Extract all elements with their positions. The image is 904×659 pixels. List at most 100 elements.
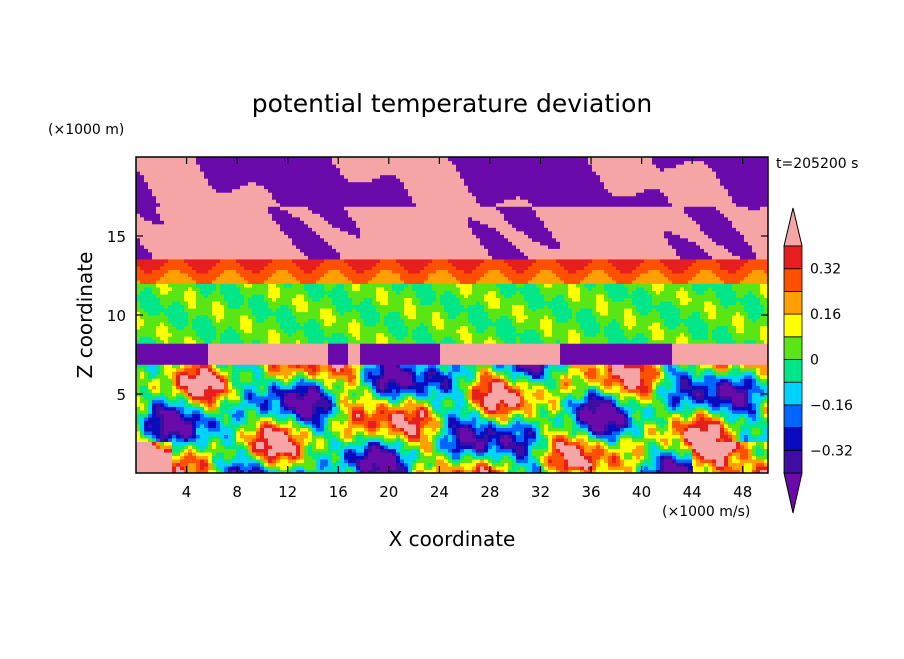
field-cell (504, 423, 509, 428)
field-cell (320, 420, 325, 425)
field-cell (468, 465, 473, 471)
field-cell (264, 360, 269, 365)
field-cell (544, 441, 549, 446)
field-cell (348, 423, 353, 428)
field-cell (512, 406, 517, 411)
field-cell (668, 409, 673, 414)
field-cell (156, 437, 161, 442)
field-cell (144, 430, 149, 435)
field-cell (604, 430, 609, 435)
field-cell (584, 434, 589, 439)
field-cell (256, 406, 261, 411)
field-cell (364, 392, 369, 397)
field-cell (552, 448, 557, 453)
field-cell (420, 406, 425, 411)
field-cell (604, 385, 609, 390)
field-cell (424, 455, 429, 460)
field-cell (216, 465, 221, 471)
field-cell (208, 371, 213, 376)
field-cell (416, 402, 421, 407)
field-cell (316, 430, 321, 435)
field-cell (184, 402, 189, 407)
field-cell (672, 388, 677, 393)
field-cell (260, 434, 265, 439)
field-cell (368, 416, 373, 421)
field-cell (216, 413, 221, 418)
field-cell (576, 462, 581, 467)
field-cell (148, 469, 153, 473)
field-cell (448, 455, 453, 460)
field-cell (144, 434, 149, 439)
field-cell (188, 430, 193, 435)
field-cell (696, 371, 701, 376)
field-cell (368, 458, 373, 464)
field-cell (352, 385, 357, 390)
field-cell (268, 451, 273, 457)
field-cell (588, 451, 593, 457)
field-cell (232, 441, 237, 446)
field-cell (196, 444, 201, 450)
field-cell (212, 462, 217, 467)
field-cell (700, 455, 705, 460)
field-cell (332, 430, 337, 435)
field-cell (732, 427, 737, 432)
field-cell (264, 427, 269, 432)
field-cell (412, 455, 417, 460)
field-cell (312, 378, 317, 383)
field-cell (212, 378, 217, 383)
field-cell (288, 448, 293, 453)
field-cell (204, 444, 209, 450)
field-cell (484, 374, 489, 379)
field-cell (304, 360, 309, 365)
field-cell (148, 378, 153, 383)
field-cell (592, 437, 597, 442)
field-cell (380, 378, 385, 383)
field-cell (708, 392, 713, 397)
field-cell (192, 371, 197, 376)
field-cell (184, 458, 189, 464)
field-cell (516, 388, 521, 393)
field-cell (412, 427, 417, 432)
field-cell (452, 451, 457, 457)
field-cell (400, 406, 405, 411)
field-cell (280, 423, 285, 428)
field-cell (244, 381, 249, 386)
field-cell (216, 399, 221, 404)
field-cell (524, 420, 529, 425)
field-cell (652, 402, 657, 407)
field-cell (260, 371, 265, 376)
field-cell (228, 448, 233, 453)
field-cell (336, 381, 341, 386)
field-cell (164, 420, 169, 425)
field-cell (412, 465, 417, 471)
field-cell (288, 388, 293, 393)
field-cell (612, 420, 617, 425)
field-cell (512, 409, 517, 414)
field-cell (600, 451, 605, 457)
field-cell (628, 367, 633, 372)
field-cell (360, 458, 365, 464)
field-cell (716, 469, 721, 473)
field-cell (428, 395, 433, 400)
field-cell (416, 455, 421, 460)
field-cell (280, 378, 285, 383)
field-cell (716, 427, 721, 432)
field-cell (212, 469, 217, 473)
field-cell (144, 427, 149, 432)
field-cell (736, 465, 741, 471)
field-cell (344, 402, 349, 407)
field-cell (152, 374, 157, 379)
field-cell (252, 430, 257, 435)
field-cell (360, 392, 365, 397)
field-cell (136, 374, 141, 379)
field-cell (248, 381, 253, 386)
field-cell (728, 458, 733, 464)
field-cell (520, 462, 525, 467)
field-cell (316, 367, 321, 372)
field-cell (600, 385, 605, 390)
field-cell (372, 416, 377, 421)
field-cell (460, 388, 465, 393)
field-cell (668, 423, 673, 428)
field-cell (620, 374, 625, 379)
field-cell (236, 381, 241, 386)
